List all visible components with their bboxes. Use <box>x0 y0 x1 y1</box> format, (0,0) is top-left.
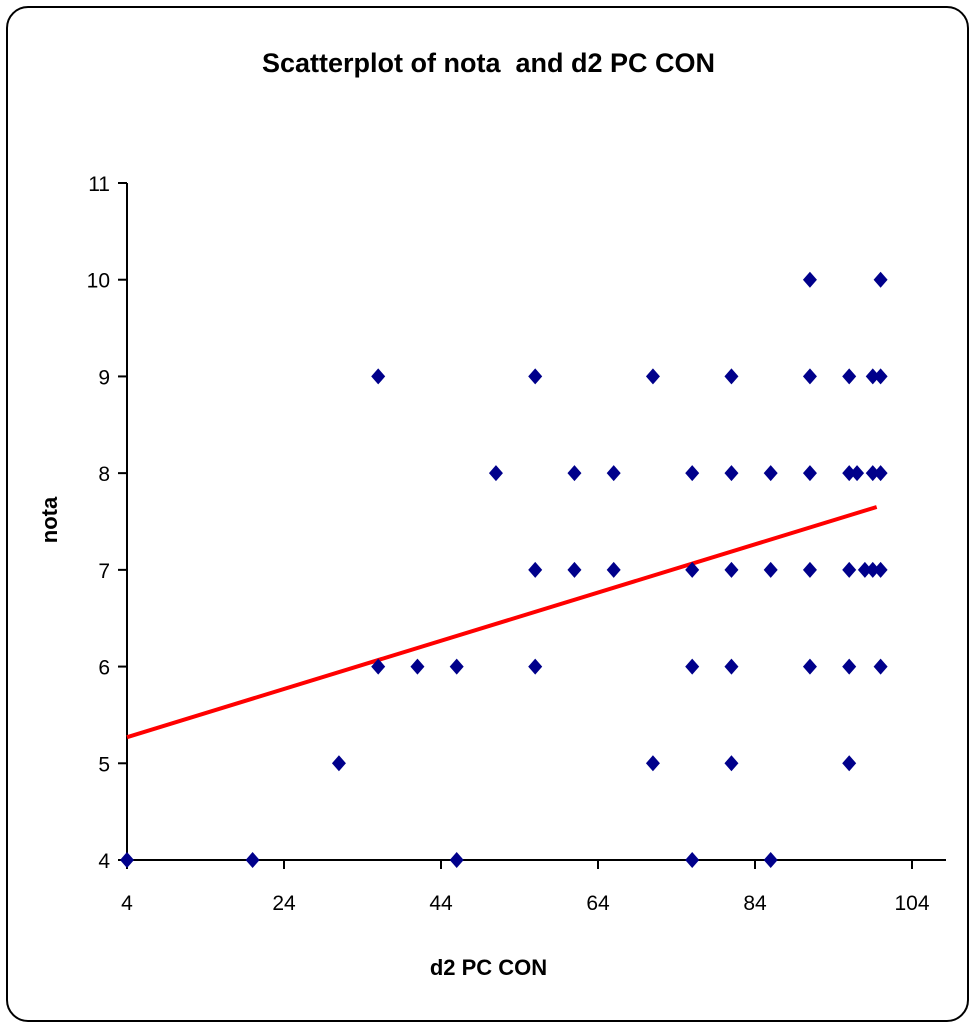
data-point <box>857 561 872 578</box>
data-point <box>606 561 621 578</box>
trendline-group <box>126 505 878 740</box>
data-point <box>724 465 739 482</box>
trendline <box>126 505 878 740</box>
data-point <box>331 755 346 772</box>
data-point <box>528 658 543 675</box>
y-tick-label: 8 <box>98 463 110 486</box>
data-point <box>865 368 880 385</box>
data-point <box>528 561 543 578</box>
data-point <box>685 465 700 482</box>
data-point <box>873 465 888 482</box>
data-point <box>873 658 888 675</box>
data-point <box>842 465 857 482</box>
data-point <box>842 755 857 772</box>
data-point <box>802 368 817 385</box>
data-point <box>802 271 817 288</box>
data-point <box>645 368 660 385</box>
x-tick-label: 4 <box>121 892 133 915</box>
y-tick-label: 7 <box>98 560 110 583</box>
y-tick-label: 10 <box>87 270 110 293</box>
data-point <box>685 852 700 868</box>
y-tick-label: 5 <box>98 753 110 776</box>
axes: 4 5 6 7 8 9 10 11 4 24 44 64 84 104 <box>87 173 946 915</box>
data-point <box>371 368 386 385</box>
data-point <box>802 658 817 675</box>
data-point <box>763 465 778 482</box>
data-point <box>850 465 865 482</box>
data-point <box>763 852 778 868</box>
data-point <box>865 561 880 578</box>
data-point <box>724 755 739 772</box>
data-point <box>802 465 817 482</box>
chart-frame <box>6 6 969 1022</box>
data-point <box>724 658 739 675</box>
x-tick-label: 104 <box>894 892 929 915</box>
data-point <box>371 658 386 675</box>
data-point <box>449 852 464 868</box>
data-point <box>802 561 817 578</box>
data-points <box>120 271 888 868</box>
data-point <box>245 852 260 868</box>
data-point <box>449 658 464 675</box>
data-point <box>724 368 739 385</box>
y-tick-label: 6 <box>98 657 110 680</box>
data-point <box>410 658 425 675</box>
data-point <box>567 465 582 482</box>
data-point <box>645 755 660 772</box>
data-point <box>865 465 880 482</box>
x-tick-label: 44 <box>429 892 453 915</box>
x-tick-label: 24 <box>272 892 296 915</box>
data-point <box>873 271 888 288</box>
data-point <box>528 368 543 385</box>
data-point <box>685 658 700 675</box>
data-point <box>842 561 857 578</box>
data-point <box>873 561 888 578</box>
data-point <box>842 658 857 675</box>
data-point <box>842 368 857 385</box>
y-tick-label: 4 <box>98 850 110 873</box>
x-tick-label: 84 <box>743 892 767 915</box>
data-point <box>567 561 582 578</box>
data-point <box>606 465 621 482</box>
data-point <box>873 368 888 385</box>
y-tick-label: 11 <box>88 173 110 196</box>
data-point <box>488 465 503 482</box>
data-point <box>120 852 134 868</box>
chart-title: Scatterplot of nota and d2 PC CON <box>261 48 716 78</box>
y-tick-label: 9 <box>98 366 110 389</box>
data-point <box>763 561 778 578</box>
x-axis-label: d2 PC CON <box>429 955 548 980</box>
x-tick-label: 64 <box>586 892 610 915</box>
data-point <box>724 561 739 578</box>
data-point <box>685 561 700 578</box>
